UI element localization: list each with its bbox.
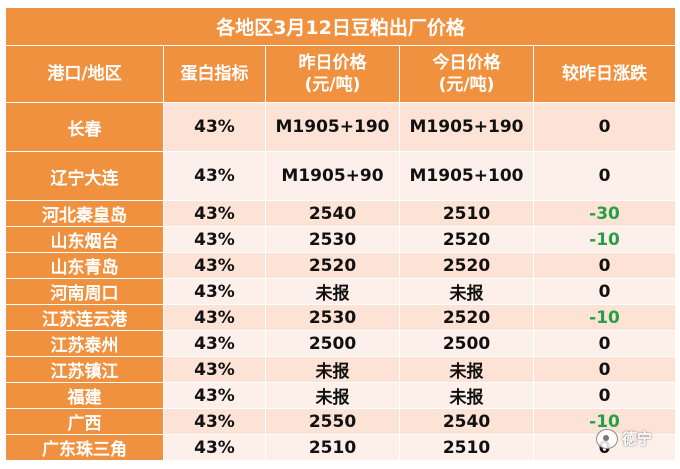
table-header-row: 港口/地区 蛋白指标 昨日价格 (元/吨) 今日价格 (元/吨) 较昨日涨跌 [5, 45, 677, 103]
yesterday-price-cell: 未报 [265, 356, 400, 383]
change-cell: -30 [532, 200, 677, 227]
region-cell: 江苏镇江 [5, 356, 164, 383]
today-price-cell: 2510 [399, 200, 534, 227]
header-line: 蛋白指标 [180, 64, 249, 84]
protein-cell: 43% [163, 434, 266, 461]
region-cell: 河北秦皇岛 [5, 200, 164, 227]
yesterday-price-cell: 2530 [265, 226, 400, 253]
change-cell: 0 [532, 151, 677, 201]
protein-cell: 43% [163, 304, 266, 331]
change-cell: 0 [532, 382, 677, 409]
change-cell: 0 [532, 102, 677, 152]
header-line: (元/吨) [438, 75, 495, 95]
today-price-cell: 未报 [399, 382, 534, 409]
header-line: 今日价格 [432, 53, 501, 73]
protein-cell: 43% [163, 102, 266, 152]
region-cell: 河南周口 [5, 278, 164, 305]
yesterday-price-cell: 2530 [265, 304, 400, 331]
protein-cell: 43% [163, 408, 266, 435]
protein-cell: 43% [163, 278, 266, 305]
header-yesterday-price: 昨日价格 (元/吨) [265, 45, 400, 103]
table-row: 河南周口 43% 未报 未报 0 [5, 278, 677, 305]
protein-cell: 43% [163, 151, 266, 201]
table-body: 长春 43% M1905+190 M1905+190 0 辽宁大连 43% M1905+90 M… [5, 102, 677, 461]
region-cell: 辽宁大连 [5, 151, 164, 201]
region-cell: 广东珠三角 [5, 434, 164, 461]
table-row: 长春 43% M1905+190 M1905+190 0 [5, 102, 677, 152]
today-price-cell: 2500 [399, 330, 534, 357]
today-price-cell: M1905+100 [399, 151, 534, 201]
today-price-cell: 2520 [399, 226, 534, 253]
table-row: 江苏镇江 43% 未报 未报 0 [5, 356, 677, 383]
change-cell: 0 [532, 356, 677, 383]
region-cell: 山东烟台 [5, 226, 164, 253]
today-price-cell: 2520 [399, 252, 534, 279]
region-cell: 长春 [5, 102, 164, 152]
yesterday-price-cell: M1905+190 [265, 102, 400, 152]
today-price-cell: 2520 [399, 304, 534, 331]
region-cell: 江苏连云港 [5, 304, 164, 331]
watermark-text: 德宁 [622, 430, 653, 448]
today-price-cell: 未报 [399, 356, 534, 383]
table-title: 各地区3月12日豆粕出厂价格 [4, 7, 677, 46]
protein-cell: 43% [163, 356, 266, 383]
yesterday-price-cell: 未报 [265, 278, 400, 305]
region-cell: 山东青岛 [5, 252, 164, 279]
region-cell: 江苏泰州 [5, 330, 164, 357]
yesterday-price-cell: M1905+90 [265, 151, 400, 201]
change-cell: 0 [532, 330, 677, 357]
table-row: 广西 43% 2550 2540 -10 [5, 408, 677, 435]
protein-cell: 43% [163, 226, 266, 253]
today-price-cell: 2510 [399, 434, 534, 461]
yesterday-price-cell: 未报 [265, 382, 400, 409]
change-cell: 0 [532, 252, 677, 279]
header-line: 昨日价格 [298, 53, 367, 73]
price-table-container: 各地区3月12日豆粕出厂价格 港口/地区 蛋白指标 昨日价格 (元/吨) 今日价格 (元/… [4, 7, 677, 461]
watermark: 德宁 [596, 428, 652, 449]
change-cell: 0 [532, 278, 677, 305]
header-line: (元/吨) [304, 75, 361, 95]
table-row: 山东青岛 43% 2520 2520 0 [5, 252, 677, 279]
protein-cell: 43% [163, 252, 266, 279]
header-protein: 蛋白指标 [163, 45, 266, 103]
yesterday-price-cell: 2500 [265, 330, 400, 357]
header-region: 港口/地区 [5, 45, 164, 103]
yesterday-price-cell: 2520 [265, 252, 400, 279]
yesterday-price-cell: 2540 [265, 200, 400, 227]
protein-cell: 43% [163, 330, 266, 357]
change-cell: -10 [532, 304, 677, 331]
today-price-cell: M1905+190 [399, 102, 534, 152]
protein-cell: 43% [163, 200, 266, 227]
region-cell: 福建 [5, 382, 164, 409]
table-row: 江苏连云港 43% 2530 2520 -10 [5, 304, 677, 331]
wechat-icon [596, 428, 618, 449]
yesterday-price-cell: 2510 [265, 434, 400, 461]
change-cell: -10 [532, 226, 677, 253]
header-change: 较昨日涨跌 [532, 45, 677, 103]
table-row: 河北秦皇岛 43% 2540 2510 -30 [5, 200, 677, 227]
protein-cell: 43% [163, 382, 266, 409]
header-line: 较昨日涨跌 [562, 64, 648, 84]
today-price-cell: 未报 [399, 278, 534, 305]
header-line: 港口/地区 [47, 64, 122, 84]
region-cell: 广西 [5, 408, 164, 435]
table-row: 江苏泰州 43% 2500 2500 0 [5, 330, 677, 357]
table-row: 山东烟台 43% 2530 2520 -10 [5, 226, 677, 253]
table-row: 福建 43% 未报 未报 0 [5, 382, 677, 409]
table-row: 辽宁大连 43% M1905+90 M1905+100 0 [5, 151, 677, 201]
yesterday-price-cell: 2550 [265, 408, 400, 435]
price-table: 各地区3月12日豆粕出厂价格 港口/地区 蛋白指标 昨日价格 (元/吨) 今日价格 (元/… [4, 7, 677, 461]
header-today-price: 今日价格 (元/吨) [399, 45, 534, 103]
today-price-cell: 2540 [399, 408, 534, 435]
